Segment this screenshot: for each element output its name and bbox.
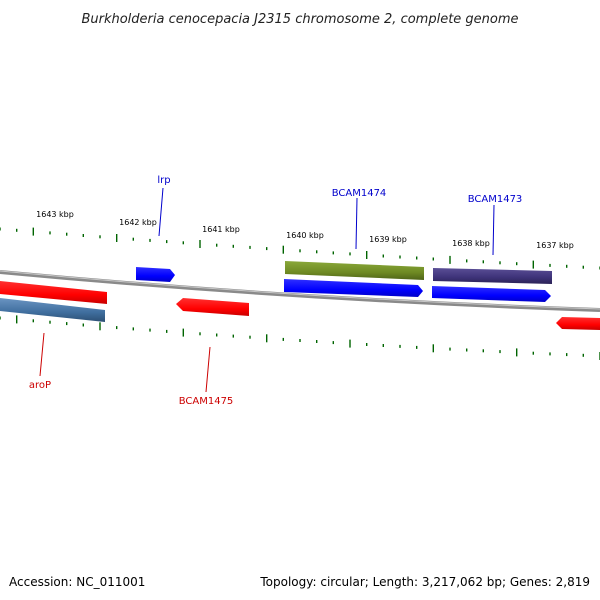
bcam1473-leader-line: [492, 204, 495, 256]
tick-label: 1642 kbp: [119, 218, 157, 227]
gene-label-bcam1474[interactable]: BCAM1474: [332, 188, 387, 199]
lrp-gene-arrow[interactable]: [136, 267, 175, 282]
bcam1473-purple-feature[interactable]: [433, 268, 552, 284]
tick-label: 1638 kbp: [452, 239, 490, 248]
gene-label-bcam1475[interactable]: BCAM1475: [179, 396, 234, 407]
tick-label: 1637 kbp: [536, 241, 574, 250]
lrp-leader-line: [158, 187, 164, 237]
arop-leader-line: [39, 332, 45, 377]
arop-steel-feature[interactable]: [0, 298, 105, 322]
lower-tick-row: [0, 315, 600, 360]
map-title: Burkholderia cenocepacia J2315 chromosom…: [81, 12, 518, 27]
tick-label: 1641 kbp: [202, 225, 240, 234]
bcam1474-leader-line: [355, 197, 358, 250]
edge-gene-arrow[interactable]: [556, 317, 600, 330]
chromosome-backbone: [0, 270, 600, 312]
tick-label: 1643 kbp: [36, 210, 74, 219]
arop-gene-arrow[interactable]: [0, 281, 107, 304]
gene-label-lrp[interactable]: lrp: [157, 175, 170, 186]
gene-label-arop[interactable]: aroP: [29, 380, 51, 391]
tick-label: 1639 kbp: [369, 235, 407, 244]
bcam1475-leader-line: [205, 346, 211, 393]
bcam1474-gene-arrow[interactable]: [284, 279, 423, 297]
chromosome-backbone-highlight: [0, 270, 600, 310]
upper-tick-row: [0, 227, 600, 270]
genome-summary-text: Topology: circular; Length: 3,217,062 bp…: [260, 575, 590, 589]
accession-text: Accession: NC_011001: [9, 575, 146, 589]
tick-label: 1640 kbp: [286, 231, 324, 240]
gene-label-bcam1473[interactable]: BCAM1473: [468, 194, 523, 205]
bcam1474-olive-feature[interactable]: [285, 261, 424, 280]
bcam1475-gene-arrow[interactable]: [176, 298, 249, 316]
tick-labels: 1643 kbp 1642 kbp 1641 kbp 1640 kbp 1639…: [36, 210, 574, 250]
bcam1473-gene-arrow[interactable]: [432, 286, 551, 302]
